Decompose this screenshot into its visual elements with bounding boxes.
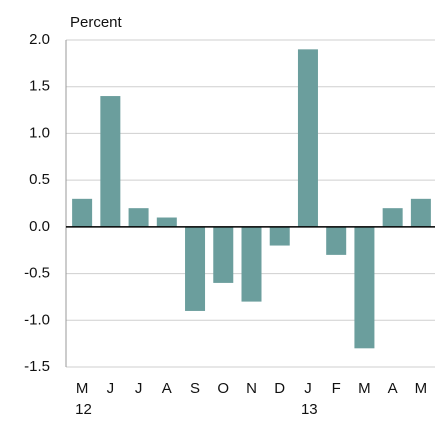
y-tick-label: 0.0 (29, 218, 50, 235)
x-tick-label: J (135, 380, 143, 397)
x-tick-label: S (190, 380, 200, 397)
x-tick-label: A (162, 380, 172, 397)
bar (213, 226, 234, 283)
bar (185, 226, 206, 311)
bar (241, 226, 262, 302)
bar (326, 226, 347, 255)
bar (72, 198, 93, 227)
x-year-label: 13 (301, 401, 318, 418)
bar (297, 49, 318, 227)
x-tick-label: F (332, 380, 341, 397)
y-tick-label: 1.5 (29, 78, 50, 95)
x-tick-label: M (415, 380, 428, 397)
y-tick-label: 2.0 (29, 31, 50, 48)
y-tick-label: -1.5 (24, 358, 50, 375)
x-tick-label: N (246, 380, 257, 397)
y-axis-label: Percent (70, 14, 123, 31)
x-tick-label: M (76, 380, 89, 397)
y-tick-label: -1.0 (24, 311, 50, 328)
x-tick-label: M (358, 380, 371, 397)
y-tick-label: -0.5 (24, 265, 50, 282)
x-tick-label: A (388, 380, 398, 397)
bar (354, 226, 375, 349)
x-tick-label: O (217, 380, 229, 397)
y-tick-label: 0.5 (29, 171, 50, 188)
x-tick-label: D (274, 380, 285, 397)
bar (100, 96, 121, 227)
bar (269, 226, 290, 246)
bar (410, 198, 431, 227)
x-year-label: 12 (75, 401, 92, 418)
x-tick-label: J (304, 380, 312, 397)
bar (128, 208, 149, 227)
y-tick-label: 1.0 (29, 124, 50, 141)
bar (382, 208, 403, 227)
bar (156, 217, 177, 227)
x-tick-label: J (107, 380, 115, 397)
